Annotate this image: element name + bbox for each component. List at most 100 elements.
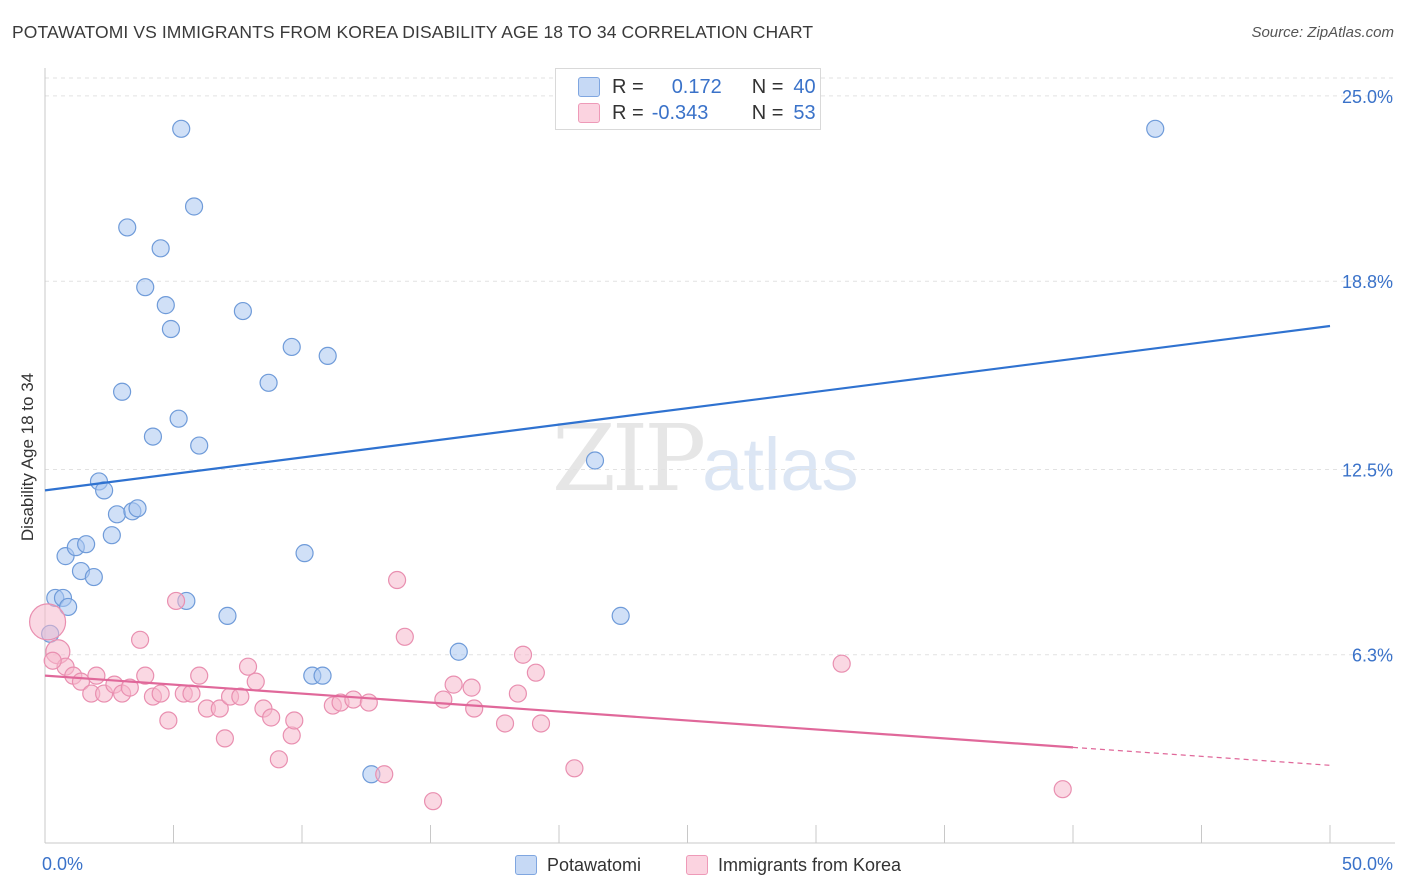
korea-point <box>531 714 551 733</box>
potawatomi-point <box>233 301 252 321</box>
y-axis-label: Disability Age 18 to 34 <box>18 372 37 542</box>
bottom-swatch-blue <box>515 855 537 875</box>
korea-point <box>182 684 201 703</box>
legend-r-label: R = <box>612 101 644 124</box>
potawatomi-point <box>449 642 468 661</box>
bottom-swatch-pink <box>686 855 708 875</box>
legend-n-label: N = <box>751 75 784 98</box>
korea-point <box>262 708 281 727</box>
korea-trend-line <box>44 674 1074 749</box>
korea-point <box>375 765 394 784</box>
korea-point <box>231 687 250 706</box>
potawatomi-point <box>218 606 237 625</box>
korea-point <box>462 678 481 697</box>
korea-point <box>1053 780 1072 799</box>
potawatomi-point <box>112 382 132 401</box>
korea-point <box>359 693 378 712</box>
potawatomi-point <box>318 346 337 366</box>
potawatomi-point <box>585 451 605 470</box>
korea-point <box>269 750 288 769</box>
korea-point <box>423 792 443 811</box>
potawatomi-point <box>282 337 301 357</box>
zipatlas-watermark: ZIPatlas <box>552 405 858 512</box>
korea-point <box>344 690 363 709</box>
x-tick-label: 50.0% <box>1342 854 1393 874</box>
potawatomi-point <box>172 119 191 138</box>
potawatomi-point <box>313 666 332 685</box>
potawatomi-point <box>102 526 121 545</box>
legend-n-value: 53 <box>793 101 816 124</box>
legend-row-potawatomi: R = 0.172 N = 40 <box>578 75 816 99</box>
bottom-legend-label: Potawatomi <box>547 854 642 875</box>
korea-point <box>190 666 209 685</box>
potawatomi-point <box>611 606 630 625</box>
korea-point <box>87 666 106 685</box>
bottom-legend-potawatomi: Potawatomi <box>515 852 641 878</box>
potawatomi-point <box>190 436 209 455</box>
legend-swatch-blue <box>578 77 600 97</box>
korea-point <box>508 684 527 703</box>
potawatomi-point <box>1146 119 1165 138</box>
korea-point <box>166 591 186 611</box>
correlation-legend: R = 0.172 N = 40 R = -0.343 N = 53 <box>555 68 821 130</box>
korea-point <box>513 645 533 664</box>
korea-point <box>136 666 155 685</box>
potawatomi-point <box>84 567 103 587</box>
legend-r-value: 0.172 <box>671 75 722 98</box>
bottom-legend-label: Immigrants from Korea <box>718 854 902 875</box>
y-tick-label: 25.0% <box>1342 87 1393 107</box>
potawatomi-point <box>77 535 96 554</box>
korea-point <box>159 711 178 730</box>
korea-point <box>151 684 170 703</box>
potawatomi-point <box>184 197 204 216</box>
korea-point <box>444 675 463 694</box>
korea-point <box>210 699 229 718</box>
chart-source: Source: ZipAtlas.com <box>1251 24 1394 41</box>
korea-point <box>434 690 453 709</box>
potawatomi-point <box>295 544 314 563</box>
potawatomi-point <box>118 218 137 237</box>
korea-point <box>120 678 139 697</box>
bottom-legend-korea: Immigrants from Korea <box>686 852 901 878</box>
korea-point <box>495 714 515 733</box>
chart-title: POTAWATOMI VS IMMIGRANTS FROM KOREA DISA… <box>12 22 814 42</box>
x-tick-label: 0.0% <box>42 854 83 874</box>
korea-point <box>285 711 304 730</box>
potawatomi-point <box>128 499 147 518</box>
potawatomi-point <box>107 505 127 524</box>
korea-point <box>246 672 265 691</box>
legend-r-value: -0.343 <box>651 101 709 124</box>
y-tick-label: 6.3% <box>1352 646 1393 666</box>
legend-row-korea: R = -0.343 N = 53 <box>578 101 816 125</box>
korea-point <box>465 699 484 718</box>
potawatomi-point <box>169 409 188 428</box>
potawatomi-point <box>259 373 278 392</box>
korea-point <box>395 627 414 646</box>
y-tick-label: 12.5% <box>1342 460 1393 480</box>
legend-r-label: R = <box>612 75 644 98</box>
korea-point <box>282 726 301 745</box>
korea-point <box>130 630 150 649</box>
legend-n-value: 40 <box>793 75 816 98</box>
korea-point <box>238 657 258 676</box>
legend-swatch-pink <box>578 103 600 123</box>
legend-n-label: N = <box>751 101 784 124</box>
potawatomi-point <box>136 278 155 297</box>
potawatomi-point <box>161 319 181 339</box>
korea-point <box>565 759 584 778</box>
watermark-atlas: atlas <box>702 423 859 506</box>
potawatomi-trend-line <box>44 324 1331 492</box>
potawatomi-point <box>156 296 175 315</box>
korea-point <box>526 663 545 682</box>
y-tick-label: 18.8% <box>1342 272 1393 292</box>
korea-point <box>387 570 407 590</box>
korea-point <box>215 729 234 748</box>
potawatomi-point <box>59 597 78 617</box>
korea-point <box>43 651 62 670</box>
korea-point <box>832 654 851 673</box>
potawatomi-point <box>151 239 170 258</box>
potawatomi-point <box>143 427 163 446</box>
korea-trend-line <box>1072 746 1331 766</box>
korea-point <box>28 603 67 641</box>
